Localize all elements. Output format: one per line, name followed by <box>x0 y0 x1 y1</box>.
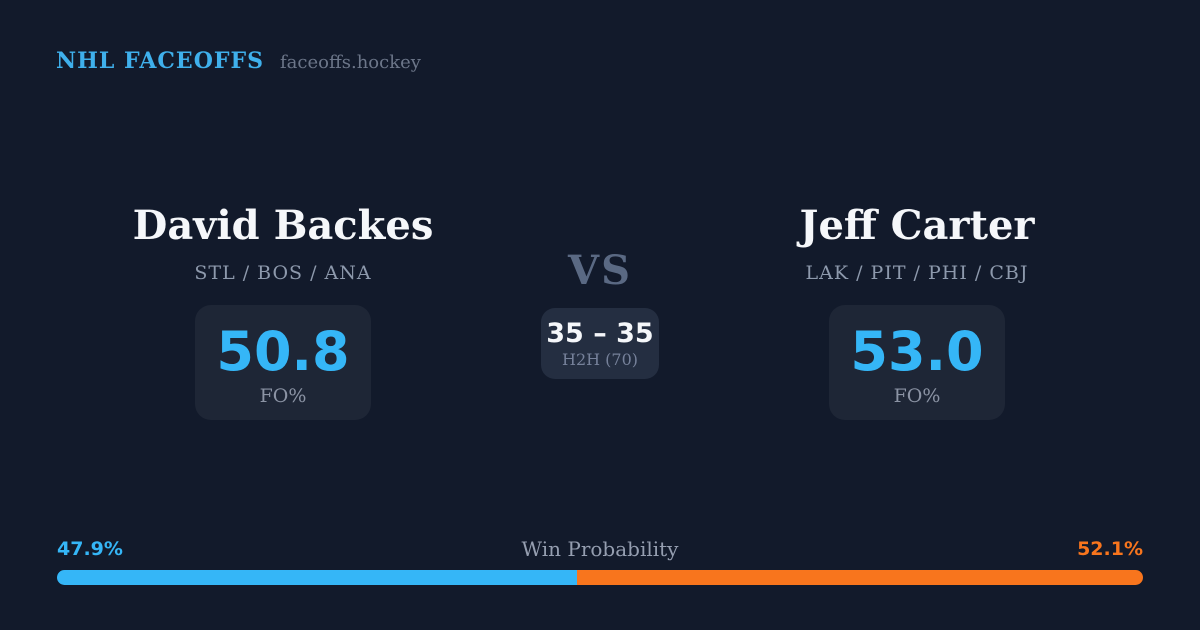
player-right-fo-percentage: 53.0 <box>850 319 984 383</box>
header: NHL FACEOFFS faceoffs.hockey <box>56 48 421 74</box>
versus-column: VS 35 – 35 H2H (70) <box>500 250 700 379</box>
player-right-teams: LAK / PIT / PHI / CBJ <box>805 262 1029 284</box>
win-probability-section: 47.9% Win Probability 52.1% <box>57 538 1143 585</box>
win-probability-left-fill <box>57 570 578 585</box>
vs-label: VS <box>568 247 632 294</box>
win-probability-left-value: 47.9% <box>57 538 123 560</box>
win-probability-labels: 47.9% Win Probability 52.1% <box>57 538 1143 562</box>
player-left-teams: STL / BOS / ANA <box>194 262 372 284</box>
player-left-fo-percentage: 50.8 <box>216 319 350 383</box>
player-left-name: David Backes <box>132 202 434 249</box>
player-right-stat-card: 53.0 FO% <box>829 305 1005 420</box>
player-right-column: Jeff Carter LAK / PIT / PHI / CBJ 53.0 F… <box>727 203 1107 420</box>
win-probability-right-fill <box>577 570 1143 585</box>
head-to-head-label: H2H (70) <box>561 349 638 369</box>
player-right-name: Jeff Carter <box>799 202 1035 249</box>
player-left-column: David Backes STL / BOS / ANA 50.8 FO% <box>93 203 473 420</box>
site-url: faceoffs.hockey <box>280 52 421 73</box>
brand-title: NHL FACEOFFS <box>56 48 264 74</box>
player-right-stat-label: FO% <box>893 384 941 407</box>
win-probability-right-value: 52.1% <box>1077 538 1143 560</box>
head-to-head-score: 35 – 35 <box>546 317 654 349</box>
win-probability-title: Win Probability <box>521 537 679 561</box>
player-left-stat-card: 50.8 FO% <box>195 305 371 420</box>
player-left-stat-label: FO% <box>259 384 307 407</box>
head-to-head-card: 35 – 35 H2H (70) <box>541 308 659 379</box>
win-probability-bar <box>57 570 1143 585</box>
